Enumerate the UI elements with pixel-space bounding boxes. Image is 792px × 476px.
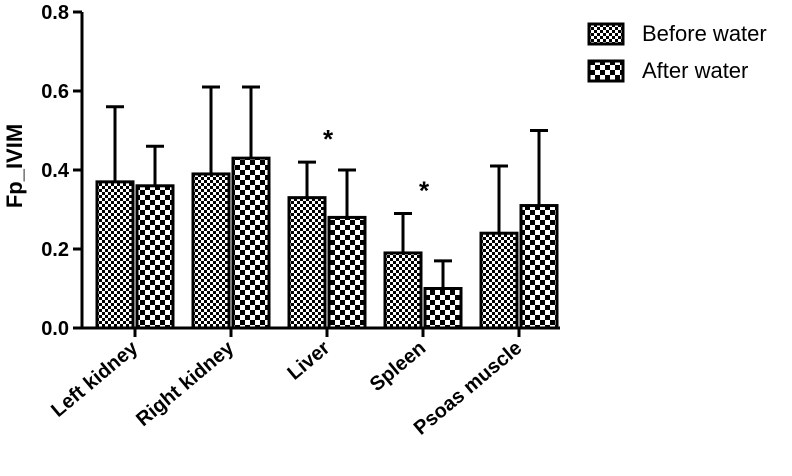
significance-star: * xyxy=(419,175,430,205)
bar xyxy=(95,180,135,330)
y-axis: 0.0 0.2 0.4 0.6 0.8 xyxy=(41,2,84,340)
bar xyxy=(479,231,519,330)
y-tick-label: 0.6 xyxy=(41,81,69,103)
bar xyxy=(287,196,327,330)
legend: Before water After water xyxy=(587,21,767,83)
y-tick-label: 0.0 xyxy=(41,318,69,340)
x-tick-label: Right kidney xyxy=(132,336,239,431)
y-tick-label: 0.2 xyxy=(41,239,69,261)
y-axis-title: Fp_IVIM xyxy=(2,124,27,208)
legend-swatch xyxy=(587,22,625,46)
bar xyxy=(423,287,463,330)
y-tick-label: 0.8 xyxy=(41,2,69,24)
bar xyxy=(231,156,271,330)
bar xyxy=(327,215,367,330)
significance-star: * xyxy=(323,124,334,154)
legend-label: After water xyxy=(642,58,748,83)
x-tick-label: Spleen xyxy=(366,337,430,396)
bar xyxy=(135,184,175,330)
bar xyxy=(383,251,423,330)
bar xyxy=(519,204,559,330)
legend-label: Before water xyxy=(642,21,767,46)
x-tick-label: Left kidney xyxy=(47,336,143,421)
bar xyxy=(191,172,231,330)
bars-group: ** xyxy=(95,85,559,330)
y-tick-label: 0.4 xyxy=(41,160,70,182)
legend-swatch xyxy=(587,59,625,83)
x-tick-label: Liver xyxy=(283,337,334,385)
